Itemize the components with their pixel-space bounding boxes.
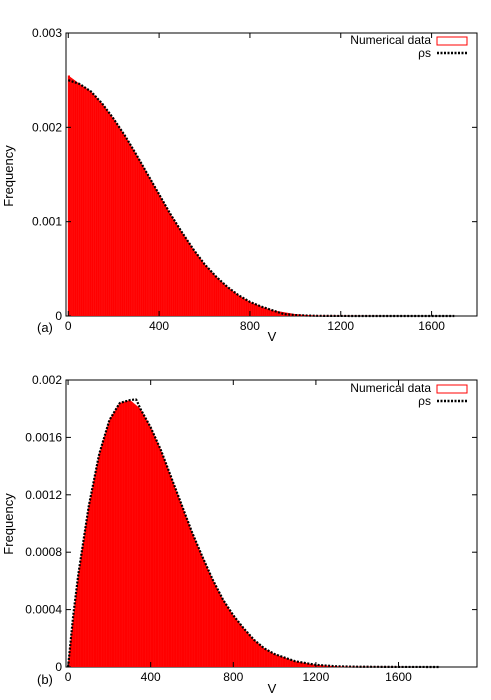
y-tick-label: 0.001 [32,215,62,229]
panel-b: 0 0.0004 0.0008 0.0012 0.0016 0.002 0 400 800 12… [1,373,478,696]
x-axis-label-a: V [268,329,277,344]
x-tick-label: 1600 [418,319,445,333]
y-tick-label: 0.0008 [25,545,62,559]
legend-label-rho-b: ρs [418,394,431,408]
legend-label-numerical-b: Numerical data [350,381,431,395]
panel-label-b: (b) [37,672,53,687]
x-tick-label: 800 [240,319,260,333]
y-tick-label: 0 [55,660,62,674]
legend-a: Numerical data ρs [350,33,468,60]
legend-b: Numerical data ρs [350,381,468,408]
legend-swatch-numerical-b [436,384,468,394]
legend-label-numerical-a: Numerical data [350,33,431,47]
y-ticks-b: 0 0.0004 0.0008 0.0012 0.0016 0.002 [25,373,477,674]
y-tick-label: 0.0016 [25,430,62,444]
y-tick-label: 0.0004 [25,603,62,617]
x-ticks-a: 0 400 800 1200 1600 [65,33,445,333]
panel-a: 0 0.001 0.002 0.003 0 400 800 1200 1600 Frequen… [1,26,478,344]
x-tick-label: 1200 [303,670,330,684]
y-tick-label: 0 [55,309,62,323]
x-ticks-b: 0 400 800 1200 1600 [65,380,412,684]
histogram-bars-a [67,75,455,316]
rho-curve-line [66,398,440,669]
y-tick-label: 0.002 [32,120,62,134]
legend-label-rho-a: ρs [418,46,431,60]
y-tick-label: 0.0012 [25,488,62,502]
x-tick-label: 0 [65,319,72,333]
x-tick-label: 0 [65,670,72,684]
x-tick-label: 800 [223,670,243,684]
x-tick-label: 1600 [385,670,412,684]
x-tick-label: 1200 [327,319,354,333]
rho-curve-b [66,398,440,669]
x-axis-label-b: V [268,681,277,696]
histogram-bars-b [67,400,441,667]
y-tick-label: 0.002 [32,373,62,387]
panel-label-a: (a) [37,320,53,335]
y-axis-label-b: Frequency [1,493,16,555]
legend-swatch-numerical-a [436,36,468,46]
x-tick-label: 400 [149,319,169,333]
rho-curve-a [67,79,455,318]
x-tick-label: 400 [141,670,161,684]
y-axis-label-a: Frequency [1,145,16,207]
rho-curve-line [67,79,455,318]
y-ticks-a: 0 0.001 0.002 0.003 [32,26,477,323]
y-tick-label: 0.003 [32,26,62,40]
